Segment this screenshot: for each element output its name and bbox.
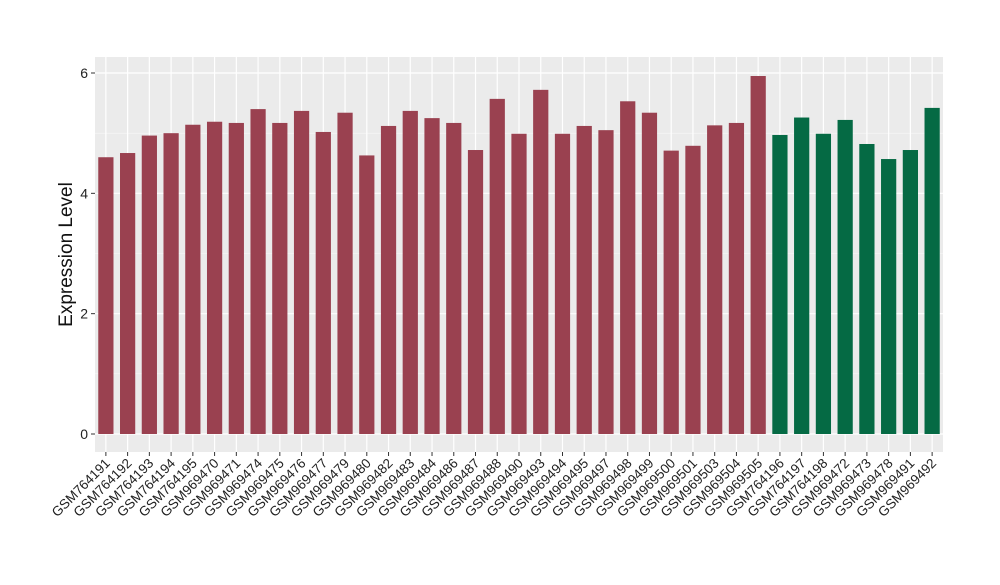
- bar: [837, 119, 853, 435]
- bar: [98, 157, 114, 434]
- bar: [359, 155, 375, 434]
- bar: [315, 131, 331, 435]
- bar: [141, 135, 157, 434]
- x-axis: GSM764191GSM764192GSM764193GSM764194GSM7…: [49, 452, 939, 520]
- y-tick-label: 4: [80, 185, 88, 201]
- bar: [467, 150, 484, 434]
- y-axis: 0 2 4 6: [80, 65, 95, 442]
- bar: [250, 109, 266, 434]
- bar: [511, 133, 527, 435]
- bar: [663, 150, 679, 435]
- bar: [489, 98, 505, 434]
- y-tick-label: 2: [80, 306, 88, 322]
- y-tick-label: 0: [80, 426, 88, 442]
- bar: [815, 133, 832, 435]
- bar: [902, 150, 918, 434]
- bar: [185, 124, 201, 434]
- bar: [924, 107, 940, 434]
- bar: [576, 125, 592, 435]
- bar: [402, 110, 418, 434]
- bar: [881, 159, 897, 434]
- bar: [772, 134, 788, 434]
- bar: [641, 112, 658, 435]
- bar: [380, 125, 397, 435]
- bar: [446, 122, 462, 435]
- bar: [272, 122, 288, 435]
- bar: [598, 130, 614, 435]
- bar: [228, 122, 244, 435]
- bar: [685, 145, 701, 434]
- bar: [163, 133, 179, 434]
- y-tick-label: 6: [80, 65, 88, 81]
- bar: [206, 121, 223, 435]
- bar: [424, 118, 440, 434]
- bar: [120, 153, 136, 434]
- bar: [750, 76, 766, 434]
- bar: [337, 112, 353, 435]
- bar: [554, 133, 571, 435]
- bar: [533, 89, 549, 434]
- bar: [794, 117, 810, 435]
- bar: [728, 122, 745, 435]
- bars: [98, 76, 940, 435]
- bar: [859, 143, 875, 434]
- bar: [620, 101, 636, 435]
- bar: [707, 125, 723, 434]
- bar: [293, 110, 310, 434]
- y-axis-title: Expression Level: [56, 182, 77, 327]
